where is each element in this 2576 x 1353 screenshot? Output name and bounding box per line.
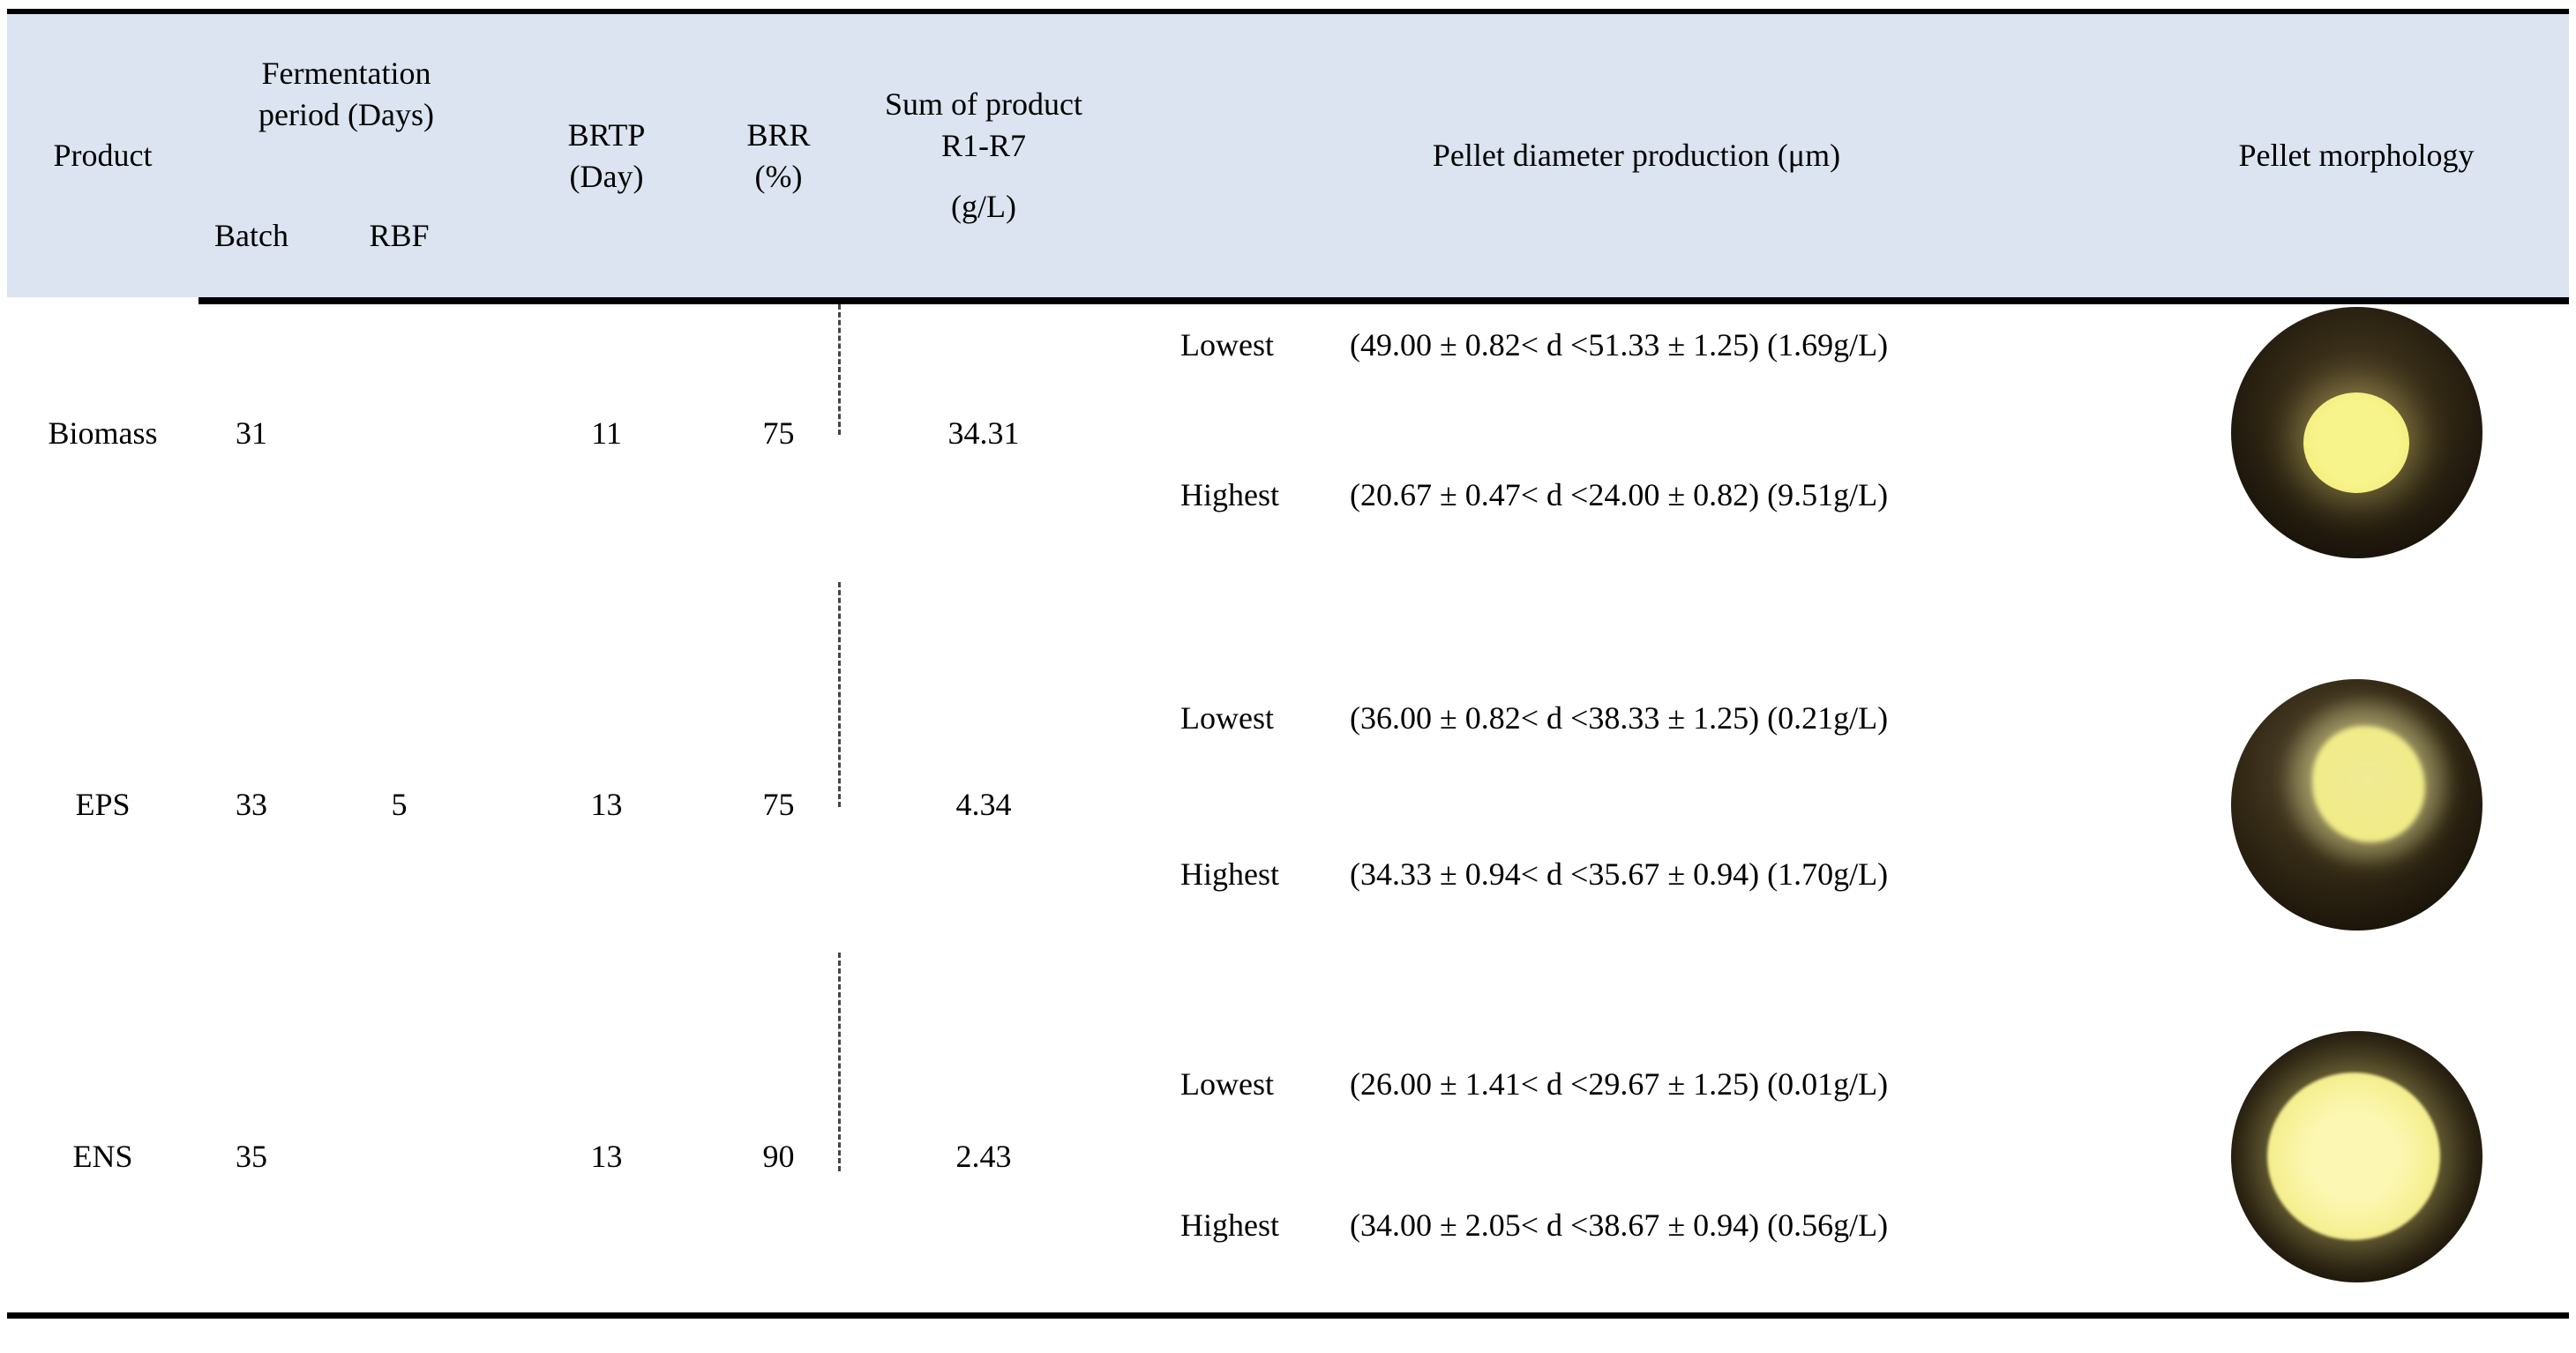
- header-product: Product: [53, 138, 153, 174]
- table-header-rule: [198, 297, 2569, 304]
- column-divider-dashed: [838, 304, 841, 435]
- cell-rbf: 5: [391, 787, 408, 822]
- highest-value: (34.00 ± 2.05< d <38.67 ± 0.94) (0.56g/L…: [1350, 1207, 1889, 1243]
- header-brtp: BRTP (Day): [494, 14, 719, 297]
- lowest-label: Lowest: [1180, 327, 1274, 363]
- lowest-value: (36.00 ± 0.82< d <38.33 ± 1.25) (0.21g/L…: [1350, 700, 1889, 736]
- cell-brr: 75: [762, 787, 795, 822]
- pellet-morphology-image-ens: [2230, 1030, 2482, 1282]
- cell-product: EPS: [75, 787, 131, 822]
- lowest-label: Lowest: [1180, 700, 1274, 736]
- table-header: Product Fermentation period (Days) Batch…: [7, 14, 2569, 297]
- cell-brtp: 13: [590, 787, 623, 822]
- table-body: Biomass 31 11 75 34.31 Lowest (49.00 ± 0…: [7, 304, 2569, 1312]
- cell-pellet-diameter: Lowest (36.00 ± 0.82< d <38.33 ± 1.25) (…: [1129, 582, 2144, 953]
- header-brtp-line1: BRTP: [567, 116, 646, 153]
- header-sum-of-product: Sum of product R1-R7 (g/L): [838, 14, 1129, 297]
- lowest-value: (49.00 ± 0.82< d <51.33 ± 1.25) (1.69g/L…: [1350, 327, 1889, 363]
- cell-brtp: 11: [591, 415, 622, 451]
- cell-pellet-morphology: [2144, 953, 2569, 1312]
- header-rbf: RBF: [369, 218, 430, 254]
- header-brtp-line2: (Day): [569, 158, 644, 194]
- pellet-core: [2303, 392, 2409, 493]
- table-row-ens: ENS 35 13 90 2.43 Lowest (26.00 ± 1.41< …: [7, 953, 2569, 1312]
- header-fermentation-period: Fermentation period (Days): [258, 56, 434, 132]
- header-brr: BRR (%): [719, 14, 838, 297]
- lowest-value: (26.00 ± 1.41< d <29.67 ± 1.25) (0.01g/L…: [1350, 1066, 1889, 1102]
- header-pellet-morphology: Pellet morphology: [2238, 138, 2475, 174]
- lowest-label: Lowest: [1180, 1066, 1274, 1102]
- table-bottom-rule: [7, 1312, 2569, 1319]
- cell-pellet-diameter: Lowest (49.00 ± 0.82< d <51.33 ± 1.25) (…: [1129, 304, 2144, 582]
- highest-value: (34.33 ± 0.94< d <35.67 ± 0.94) (1.70g/L…: [1350, 856, 1889, 892]
- pellet-diameter-highest: Highest (34.33 ± 0.94< d <35.67 ± 0.94) …: [1180, 856, 2144, 893]
- pellet-diameter-lowest: Lowest (26.00 ± 1.41< d <29.67 ± 1.25) (…: [1180, 1065, 2144, 1103]
- pellet-core: [2267, 1073, 2441, 1240]
- cell-brr: 90: [762, 1139, 795, 1174]
- highest-label: Highest: [1180, 856, 1279, 892]
- table-top-rule: [7, 9, 2569, 14]
- cell-pellet-morphology: [2144, 304, 2569, 582]
- header-brr-line2: (%): [754, 158, 803, 194]
- cell-rbf: [304, 976, 494, 1336]
- highest-label: Highest: [1180, 1207, 1279, 1243]
- column-divider-dashed: [838, 582, 841, 807]
- cell-product: Biomass: [48, 415, 158, 451]
- cell-sum: 2.43: [955, 1139, 1012, 1174]
- pellet-diameter-lowest: Lowest (36.00 ± 0.82< d <38.33 ± 1.25) (…: [1180, 699, 2144, 736]
- cell-rbf: [304, 294, 494, 572]
- pellet-diameter-highest: Highest (34.00 ± 2.05< d <38.67 ± 0.94) …: [1180, 1207, 2144, 1244]
- header-fermentation-period-group: Fermentation period (Days) Batch RBF: [198, 14, 494, 297]
- header-sum-line1: Sum of product: [885, 86, 1082, 123]
- table-row-eps: EPS 33 5 13 75 4.34 Lowest (36.00 ± 0.82…: [7, 582, 2569, 953]
- cell-brr: 75: [762, 415, 795, 451]
- header-pellet-diameter: Pellet diameter production (μm): [1432, 138, 1841, 174]
- pellet-diameter-lowest: Lowest (49.00 ± 0.82< d <51.33 ± 1.25) (…: [1180, 326, 2144, 363]
- table-row-biomass: Biomass 31 11 75 34.31 Lowest (49.00 ± 0…: [7, 304, 2569, 582]
- cell-batch: 33: [236, 787, 267, 822]
- cell-sum: 4.34: [955, 787, 1012, 822]
- pellet-morphology-image-biomass: [2230, 307, 2482, 558]
- cell-pellet-morphology: [2144, 582, 2569, 953]
- cell-brtp: 13: [590, 1139, 623, 1174]
- pellet-core: [2312, 726, 2426, 843]
- highest-label: Highest: [1180, 477, 1279, 512]
- cell-sum: 34.31: [947, 415, 1020, 451]
- cell-batch: 35: [236, 1139, 267, 1174]
- pellet-morphology-image-eps: [2230, 678, 2482, 931]
- header-sum-line3: (g/L): [951, 188, 1016, 224]
- header-batch: Batch: [214, 218, 288, 254]
- header-fermentation-subcolumns: Batch RBF: [198, 215, 494, 257]
- header-brr-line1: BRR: [746, 116, 811, 153]
- cell-product: ENS: [72, 1139, 133, 1174]
- pellet-diameter-highest: Highest (20.67 ± 0.47< d <24.00 ± 0.82) …: [1180, 476, 2144, 513]
- header-sum-line2: R1-R7: [940, 128, 1026, 164]
- cell-pellet-diameter: Lowest (26.00 ± 1.41< d <29.67 ± 1.25) (…: [1129, 953, 2144, 1312]
- cell-batch: 31: [236, 415, 267, 451]
- highest-value: (20.67 ± 0.47< d <24.00 ± 0.82) (9.51g/L…: [1350, 477, 1889, 512]
- column-divider-dashed: [838, 953, 841, 1171]
